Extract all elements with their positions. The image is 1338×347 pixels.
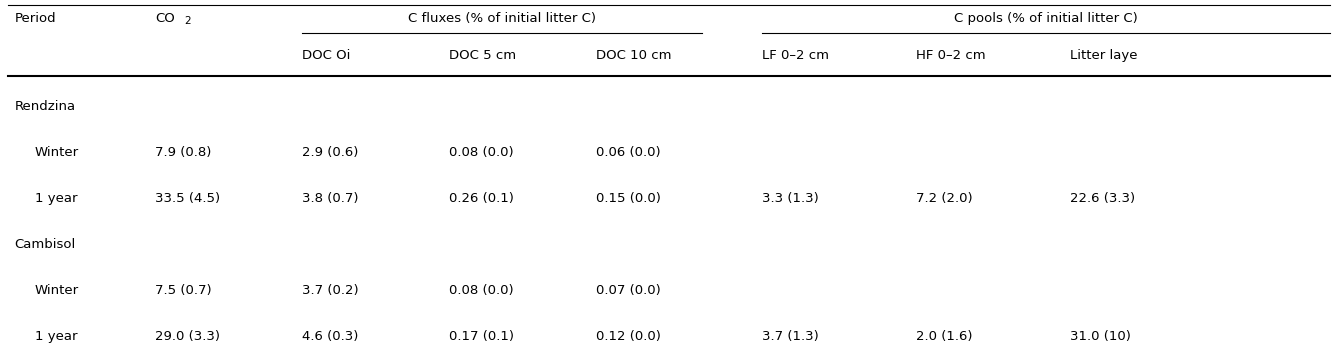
Text: 22.6 (3.3): 22.6 (3.3) xyxy=(1069,192,1135,205)
Text: Rendzina: Rendzina xyxy=(15,100,76,113)
Text: 2: 2 xyxy=(185,16,191,26)
Text: 3.7 (0.2): 3.7 (0.2) xyxy=(302,284,359,297)
Text: HF 0–2 cm: HF 0–2 cm xyxy=(917,49,986,62)
Text: CO: CO xyxy=(155,11,175,25)
Text: Litter laye: Litter laye xyxy=(1069,49,1137,62)
Text: 2.9 (0.6): 2.9 (0.6) xyxy=(302,146,359,159)
Text: 4.6 (0.3): 4.6 (0.3) xyxy=(302,330,359,343)
Text: Winter: Winter xyxy=(35,284,79,297)
Text: 1 year: 1 year xyxy=(35,330,78,343)
Text: 3.3 (1.3): 3.3 (1.3) xyxy=(763,192,819,205)
Text: C pools (% of initial litter C): C pools (% of initial litter C) xyxy=(954,11,1139,25)
Text: 31.0 (10): 31.0 (10) xyxy=(1069,330,1131,343)
Text: Winter: Winter xyxy=(35,146,79,159)
Text: 0.07 (0.0): 0.07 (0.0) xyxy=(595,284,661,297)
Text: 7.2 (2.0): 7.2 (2.0) xyxy=(917,192,973,205)
Text: 0.15 (0.0): 0.15 (0.0) xyxy=(595,192,661,205)
Text: DOC 10 cm: DOC 10 cm xyxy=(595,49,672,62)
Text: 33.5 (4.5): 33.5 (4.5) xyxy=(155,192,219,205)
Text: C fluxes (% of initial litter C): C fluxes (% of initial litter C) xyxy=(408,11,597,25)
Text: Cambisol: Cambisol xyxy=(15,238,76,251)
Text: 0.08 (0.0): 0.08 (0.0) xyxy=(448,146,514,159)
Text: 2.0 (1.6): 2.0 (1.6) xyxy=(917,330,973,343)
Text: 7.9 (0.8): 7.9 (0.8) xyxy=(155,146,211,159)
Text: 1 year: 1 year xyxy=(35,192,78,205)
Text: 29.0 (3.3): 29.0 (3.3) xyxy=(155,330,219,343)
Text: 3.7 (1.3): 3.7 (1.3) xyxy=(763,330,819,343)
Text: DOC Oi: DOC Oi xyxy=(302,49,351,62)
Text: 3.8 (0.7): 3.8 (0.7) xyxy=(302,192,359,205)
Text: 0.17 (0.1): 0.17 (0.1) xyxy=(448,330,514,343)
Text: LF 0–2 cm: LF 0–2 cm xyxy=(763,49,830,62)
Text: 0.08 (0.0): 0.08 (0.0) xyxy=(448,284,514,297)
Text: 0.26 (0.1): 0.26 (0.1) xyxy=(448,192,514,205)
Text: DOC 5 cm: DOC 5 cm xyxy=(448,49,516,62)
Text: 0.12 (0.0): 0.12 (0.0) xyxy=(595,330,661,343)
Text: 0.06 (0.0): 0.06 (0.0) xyxy=(595,146,660,159)
Text: 7.5 (0.7): 7.5 (0.7) xyxy=(155,284,211,297)
Text: Period: Period xyxy=(15,11,56,25)
